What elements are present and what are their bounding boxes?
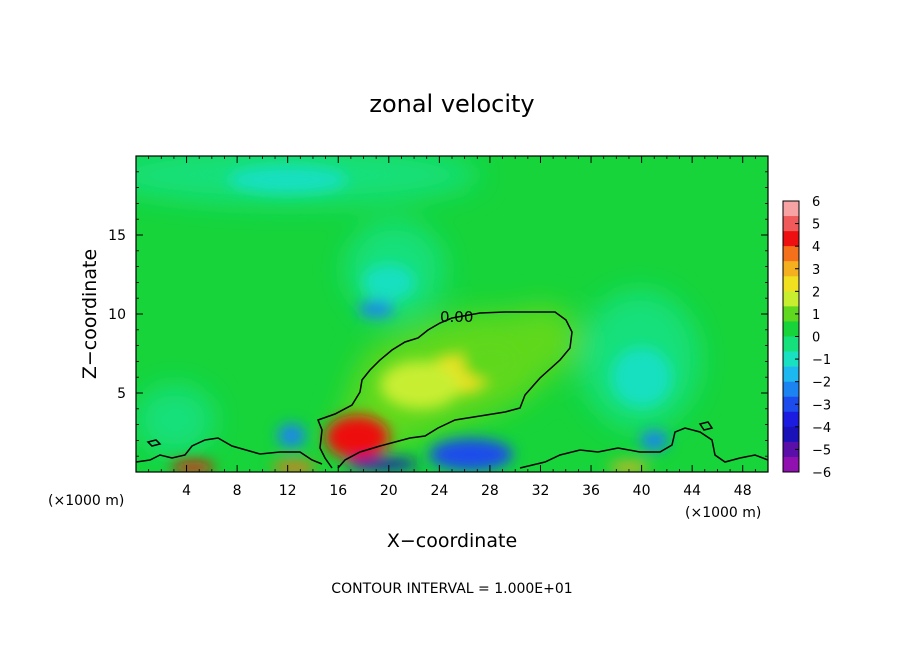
colorbar-swatch [783, 426, 799, 443]
colorbar-swatch [783, 351, 799, 367]
plot-area [136, 156, 768, 472]
y-tick-label: 5 [117, 386, 126, 402]
colorbar-label: 2 [812, 285, 820, 300]
field-feature [380, 361, 461, 410]
colorbar-label: 6 [812, 195, 820, 210]
colorbar-label: 3 [812, 263, 820, 278]
colorbar-label: 1 [812, 308, 820, 323]
x-axis-ticks: 4 8 12 16 20 24 28 32 36 40 44 48 [148, 156, 756, 499]
colorbar-swatch [783, 441, 799, 458]
field-feature [428, 438, 513, 471]
x-tick-label: 44 [683, 483, 701, 499]
colorbar-swatch [783, 201, 799, 217]
field-features [170, 165, 672, 472]
colorbar-swatch [783, 366, 799, 382]
x-tick-label: 48 [734, 483, 752, 499]
colorbar-swatch [783, 336, 799, 352]
colorbar-swatch [783, 291, 799, 307]
left-weak-negative-region [136, 385, 215, 455]
field-feature [611, 347, 672, 408]
x-tick-label: 24 [430, 483, 448, 499]
zero-contour-surface-right [519, 427, 768, 469]
chart-title: zonal velocity [369, 90, 534, 118]
x-tick-label: 12 [279, 483, 297, 499]
zero-contour-small-loop [146, 439, 162, 447]
x-tick-label: 4 [182, 483, 191, 499]
colorbar-swatch [783, 411, 799, 428]
colorbar-label: 0 [812, 331, 820, 346]
x-unit-left: (×1000 m) [48, 493, 124, 509]
field-feature [272, 461, 316, 472]
colorbar-label: −6 [812, 466, 831, 481]
x-tick-label: 28 [481, 483, 499, 499]
zero-contour-lines [136, 311, 768, 469]
x-tick-label: 40 [633, 483, 651, 499]
field-feature [325, 415, 390, 460]
colorbar-swatch [783, 381, 799, 398]
outer-plume-region [500, 305, 580, 375]
colorbar-label: −3 [812, 398, 831, 413]
x-tick-label: 32 [532, 483, 550, 499]
colorbar-swatch [783, 276, 799, 292]
field-feature [227, 165, 348, 194]
field-feature [346, 458, 419, 471]
colorbar-label: −4 [812, 421, 831, 436]
y-axis-ticks: 5 10 15 [108, 171, 768, 457]
colorbar-swatch [783, 216, 799, 232]
contour-label: 0.00 [440, 308, 473, 326]
colorbar-label: −2 [812, 376, 831, 391]
colorbar-swatch [783, 231, 799, 247]
x-tick-label: 8 [233, 483, 242, 499]
zero-contour-small-loop [698, 421, 714, 431]
colorbar-label: −1 [812, 353, 831, 368]
y-axis-label: Z−coordinate [79, 249, 101, 379]
contour-interval-footer: CONTOUR INTERVAL = 1.000E+01 [331, 581, 572, 597]
x-axis-label: X−coordinate [387, 530, 517, 552]
x-tick-label: 20 [380, 483, 398, 499]
y-tick-label: 15 [108, 228, 126, 244]
field-feature [358, 301, 395, 318]
field-feature [170, 461, 215, 472]
y-tick-label: 10 [108, 307, 126, 323]
colorbar-label: 5 [812, 218, 820, 233]
colorbar-swatch [783, 306, 799, 322]
colorbar-swatch [783, 456, 799, 473]
zero-contour-surface-left [136, 437, 323, 465]
field-feature [362, 264, 415, 301]
zero-contour-plume [317, 311, 573, 469]
colorbar-swatch [783, 246, 799, 262]
colorbar-label: 4 [812, 240, 820, 255]
colorbar-swatch [783, 261, 799, 277]
field-feature [461, 341, 518, 382]
colorbar: 6 5 4 3 2 1 0 −1 −2 −3 −4 −5 −6 [782, 195, 831, 481]
colorbar-swatch [783, 321, 799, 337]
colorbar-label: −5 [812, 443, 831, 458]
field-feature [608, 462, 649, 472]
field-feature [277, 423, 306, 448]
x-tick-label: 16 [329, 483, 347, 499]
colorbar-swatch [783, 396, 799, 413]
x-unit-right: (×1000 m) [685, 505, 761, 521]
field-feature [640, 430, 669, 451]
x-tick-label: 36 [582, 483, 600, 499]
